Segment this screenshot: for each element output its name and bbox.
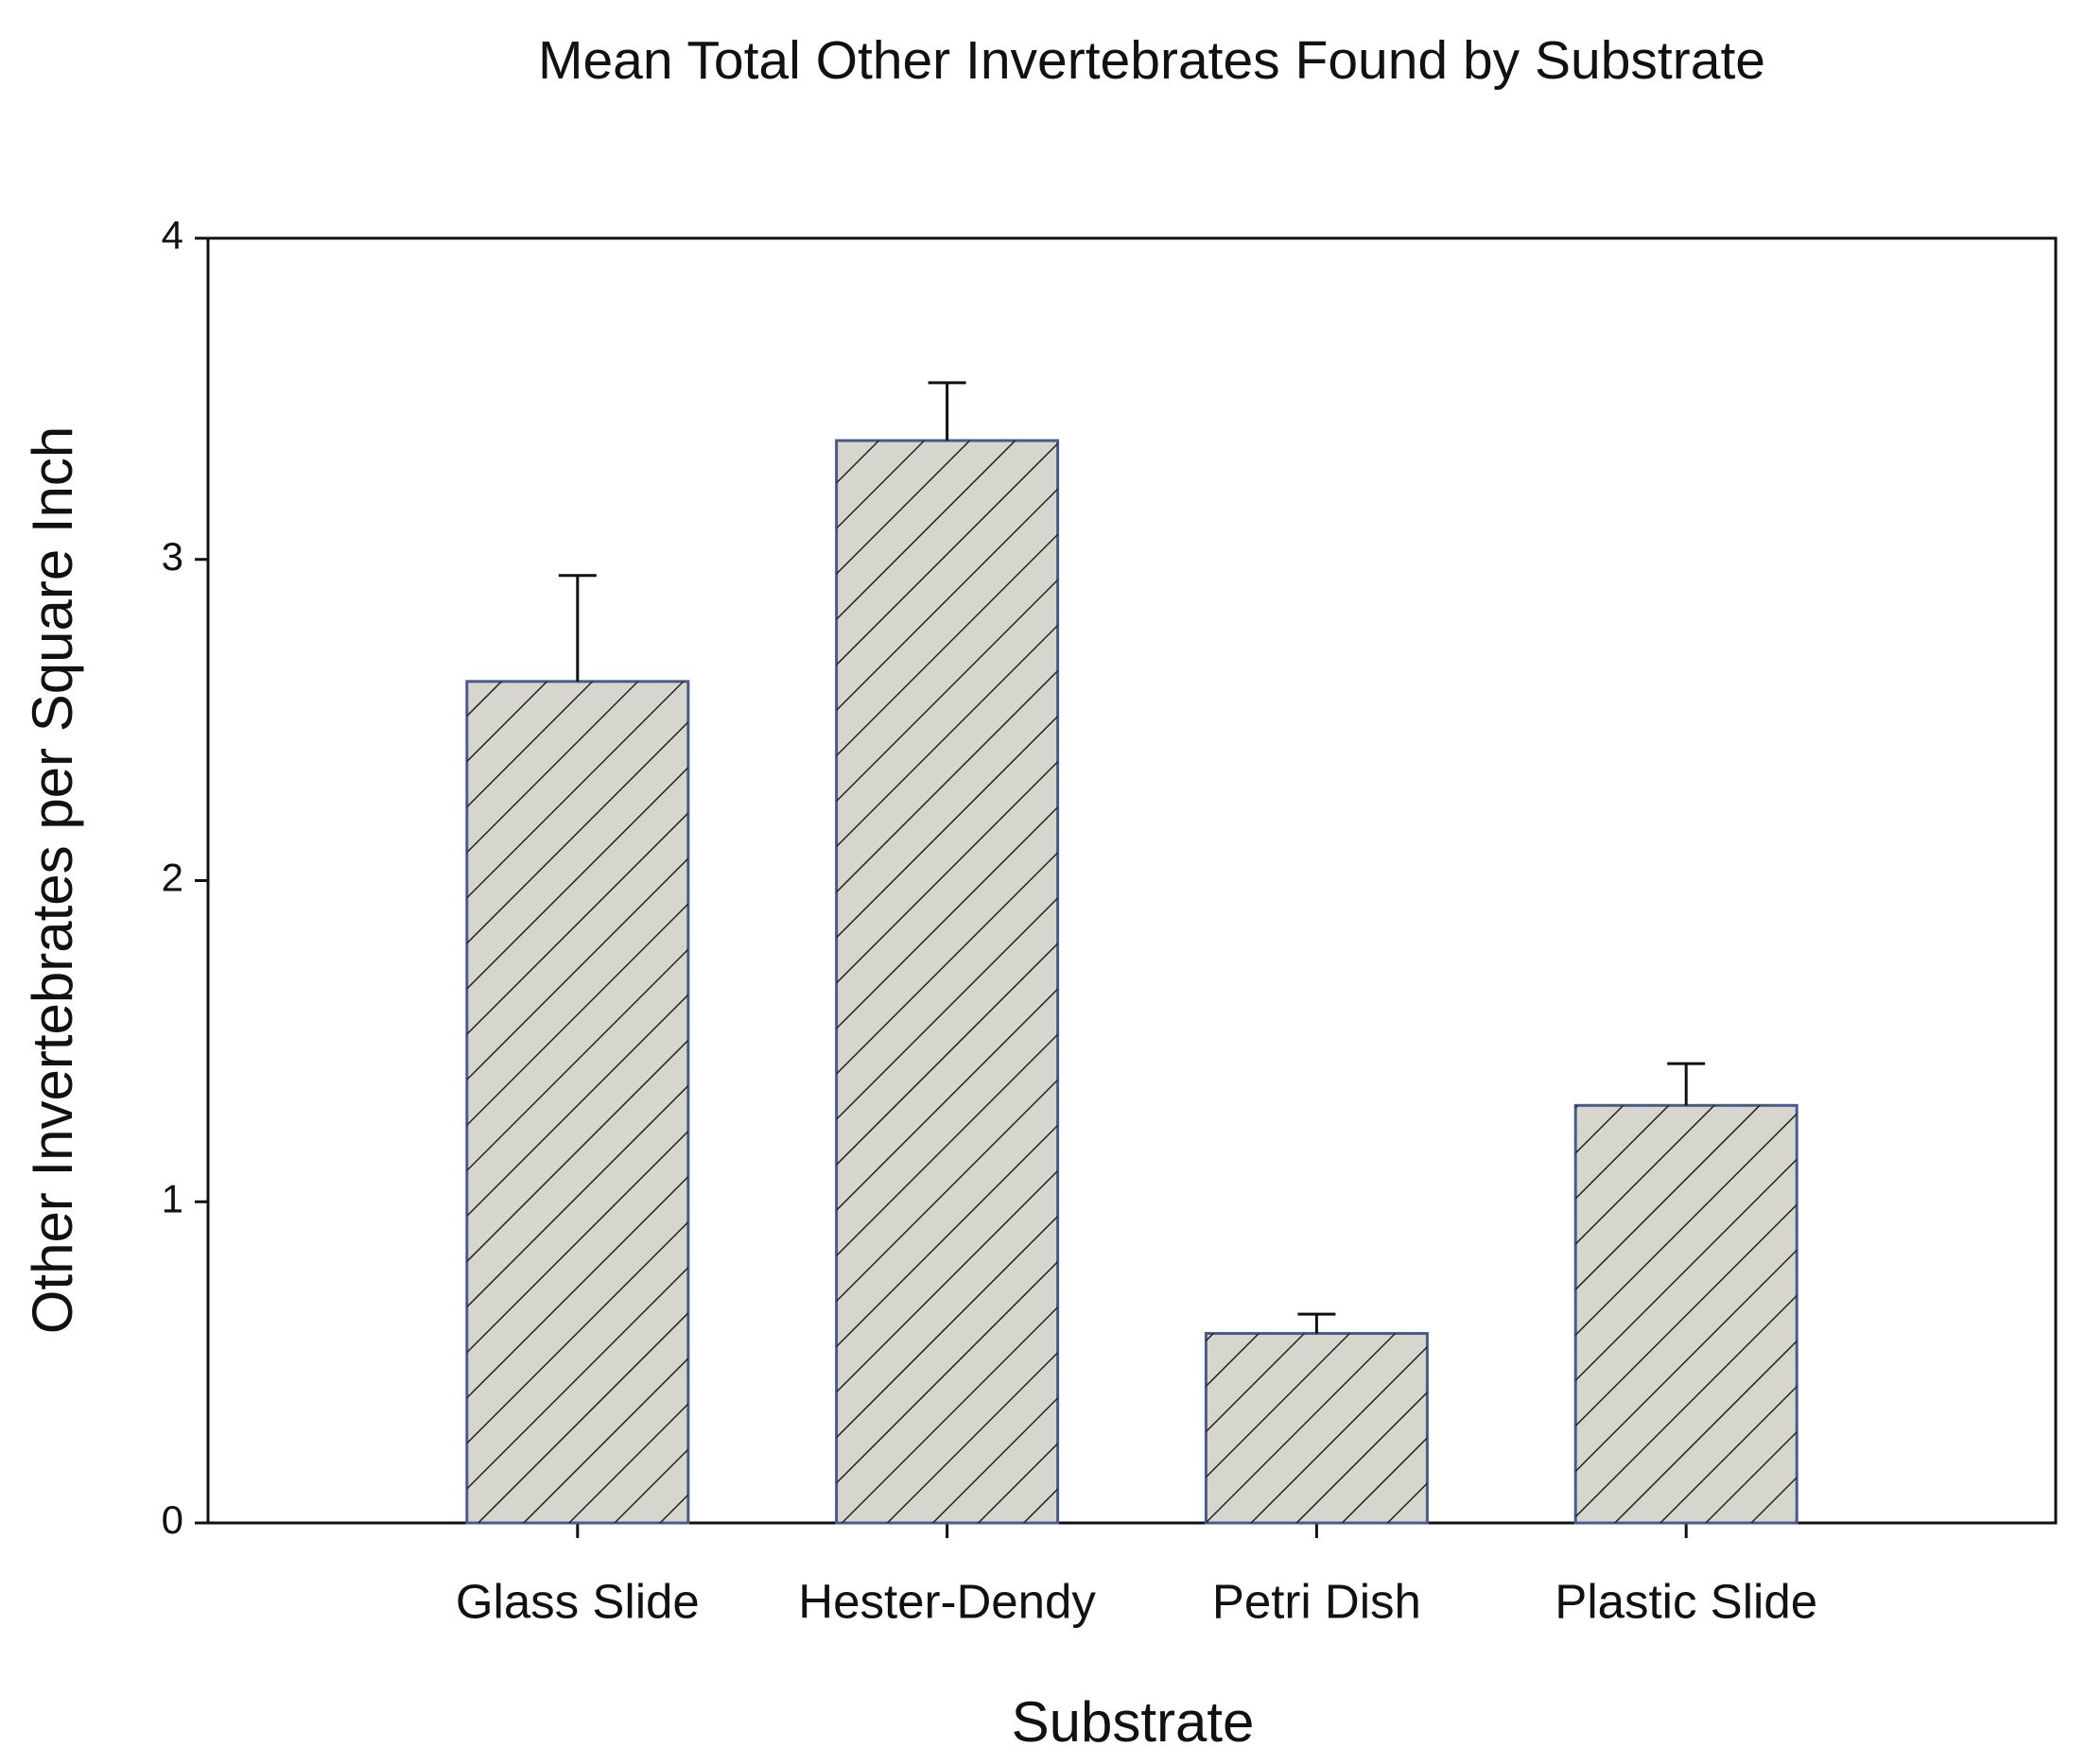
y-tick-label: 3 [162,534,183,579]
x-axis-label: Substrate [1012,1690,1255,1754]
chart-title: Mean Total Other Invertebrates Found by … [538,30,1765,91]
bar-hatch [1575,1105,1798,1523]
bar-hatch [836,441,1058,1524]
y-tick-label: 4 [162,213,183,257]
x-tick-label: Hester-Dendy [798,1574,1096,1628]
y-axis-label: Other Invertebrates per Square Inch [21,426,84,1335]
x-tick-label: Petri Dish [1212,1574,1421,1628]
x-tick-label: Glass Slide [456,1574,700,1628]
y-tick-label: 2 [162,856,183,900]
bar-hatch [466,681,688,1523]
y-tick-label: 1 [162,1176,183,1220]
bar-hatch [1206,1333,1428,1523]
y-tick-label: 0 [162,1497,183,1542]
x-tick-label: Plastic Slide [1555,1574,1817,1628]
